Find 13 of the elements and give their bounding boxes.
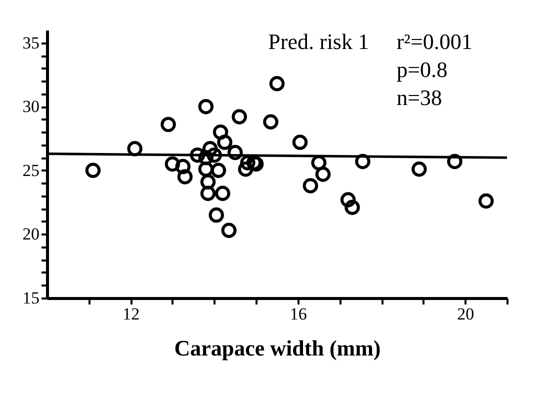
y-tick-label: 30 bbox=[22, 97, 40, 116]
y-tick-label: 15 bbox=[22, 288, 40, 308]
annotation: Pred. risk 1 bbox=[268, 29, 369, 54]
annotation: p=0.8 bbox=[396, 57, 448, 82]
x-tick-label: 20 bbox=[457, 304, 474, 324]
y-tick-label: 35 bbox=[22, 33, 40, 52]
x-tick-label: 16 bbox=[290, 304, 307, 324]
x-axis-title: Carapace width (mm) bbox=[174, 336, 381, 360]
y-tick-label: 25 bbox=[22, 160, 40, 180]
annotation: r²=0.001 bbox=[396, 29, 472, 54]
annotation: n=38 bbox=[396, 85, 442, 110]
x-tick-label: 12 bbox=[122, 304, 140, 324]
y-tick-label: 20 bbox=[22, 224, 40, 244]
